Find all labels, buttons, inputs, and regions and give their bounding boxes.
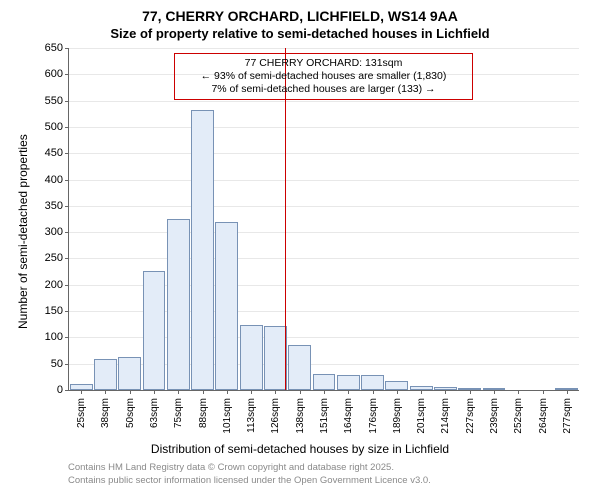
- histogram-bar: [143, 271, 166, 390]
- chart-title-line1: 77, CHERRY ORCHARD, LICHFIELD, WS14 9AA: [0, 8, 600, 24]
- xtick-mark: [494, 390, 495, 394]
- histogram-bar: [264, 326, 287, 390]
- histogram-bar: [215, 222, 238, 390]
- ytick-label: 350: [45, 200, 69, 212]
- xtick-label: 227sqm: [465, 398, 476, 434]
- chart-title-line2: Size of property relative to semi-detach…: [0, 26, 600, 41]
- xtick-mark: [324, 390, 325, 394]
- xtick-label: 63sqm: [149, 398, 160, 428]
- xtick-label: 88sqm: [198, 398, 209, 428]
- xtick-label: 25sqm: [76, 398, 87, 428]
- xtick-mark: [227, 390, 228, 394]
- xtick-label: 176sqm: [368, 398, 379, 434]
- xtick-label: 101sqm: [222, 398, 233, 434]
- xtick-mark: [518, 390, 519, 394]
- x-axis-label: Distribution of semi-detached houses by …: [0, 442, 600, 456]
- histogram-bar: [118, 357, 141, 390]
- info-annotation-box: 77 CHERRY ORCHARD: 131sqm← 93% of semi-d…: [174, 53, 473, 100]
- ytick-label: 150: [45, 305, 69, 317]
- ytick-label: 200: [45, 279, 69, 291]
- ytick-label: 550: [45, 95, 69, 107]
- gridline-h: [69, 153, 579, 154]
- ytick-label: 250: [45, 252, 69, 264]
- histogram-bar: [94, 359, 117, 390]
- histogram-bar: [361, 375, 384, 390]
- xtick-mark: [373, 390, 374, 394]
- xtick-label: 264sqm: [538, 398, 549, 434]
- histogram-bar: [288, 345, 311, 390]
- xtick-mark: [81, 390, 82, 394]
- xtick-label: 126sqm: [270, 398, 281, 434]
- xtick-mark: [251, 390, 252, 394]
- gridline-h: [69, 206, 579, 207]
- xtick-mark: [154, 390, 155, 394]
- xtick-label: 38sqm: [100, 398, 111, 428]
- xtick-label: 277sqm: [562, 398, 573, 434]
- xtick-mark: [397, 390, 398, 394]
- xtick-label: 252sqm: [513, 398, 524, 434]
- info-line3: 7% of semi-detached houses are larger (1…: [181, 83, 466, 96]
- histogram-bar: [313, 374, 336, 390]
- xtick-label: 201sqm: [416, 398, 427, 434]
- ytick-label: 300: [45, 226, 69, 238]
- xtick-label: 113sqm: [246, 398, 257, 433]
- ytick-label: 650: [45, 42, 69, 54]
- xtick-mark: [178, 390, 179, 394]
- gridline-h: [69, 258, 579, 259]
- xtick-label: 138sqm: [295, 398, 306, 434]
- gridline-h: [69, 127, 579, 128]
- histogram-bar: [191, 110, 214, 390]
- footnote-line2: Contains public sector information licen…: [68, 475, 431, 486]
- ytick-label: 400: [45, 174, 69, 186]
- histogram-bar: [337, 375, 360, 390]
- footnote-line1: Contains HM Land Registry data © Crown c…: [68, 462, 394, 473]
- xtick-mark: [105, 390, 106, 394]
- ytick-label: 0: [57, 384, 69, 396]
- ytick-label: 600: [45, 68, 69, 80]
- xtick-label: 75sqm: [173, 398, 184, 428]
- xtick-label: 151sqm: [319, 398, 330, 434]
- xtick-mark: [470, 390, 471, 394]
- info-line2: ← 93% of semi-detached houses are smalle…: [181, 70, 466, 83]
- histogram-bar: [385, 381, 408, 390]
- gridline-h: [69, 232, 579, 233]
- ytick-label: 50: [51, 358, 69, 370]
- histogram-plot-area: 0501001502002503003504004505005506006502…: [68, 48, 579, 391]
- ytick-label: 450: [45, 147, 69, 159]
- xtick-mark: [348, 390, 349, 394]
- ytick-label: 500: [45, 121, 69, 133]
- xtick-mark: [300, 390, 301, 394]
- xtick-mark: [130, 390, 131, 394]
- xtick-label: 214sqm: [440, 398, 451, 434]
- xtick-label: 50sqm: [125, 398, 136, 428]
- xtick-mark: [203, 390, 204, 394]
- gridline-h: [69, 180, 579, 181]
- gridline-h: [69, 48, 579, 49]
- xtick-mark: [543, 390, 544, 394]
- xtick-mark: [275, 390, 276, 394]
- y-axis-label: Number of semi-detached properties: [16, 134, 30, 329]
- xtick-mark: [567, 390, 568, 394]
- xtick-label: 239sqm: [489, 398, 500, 434]
- info-line1: 77 CHERRY ORCHARD: 131sqm: [181, 57, 466, 70]
- gridline-h: [69, 101, 579, 102]
- xtick-label: 189sqm: [392, 398, 403, 434]
- histogram-bar: [167, 219, 190, 390]
- ytick-label: 100: [45, 331, 69, 343]
- xtick-label: 164sqm: [343, 398, 354, 434]
- histogram-bar: [240, 325, 263, 390]
- xtick-mark: [445, 390, 446, 394]
- xtick-mark: [421, 390, 422, 394]
